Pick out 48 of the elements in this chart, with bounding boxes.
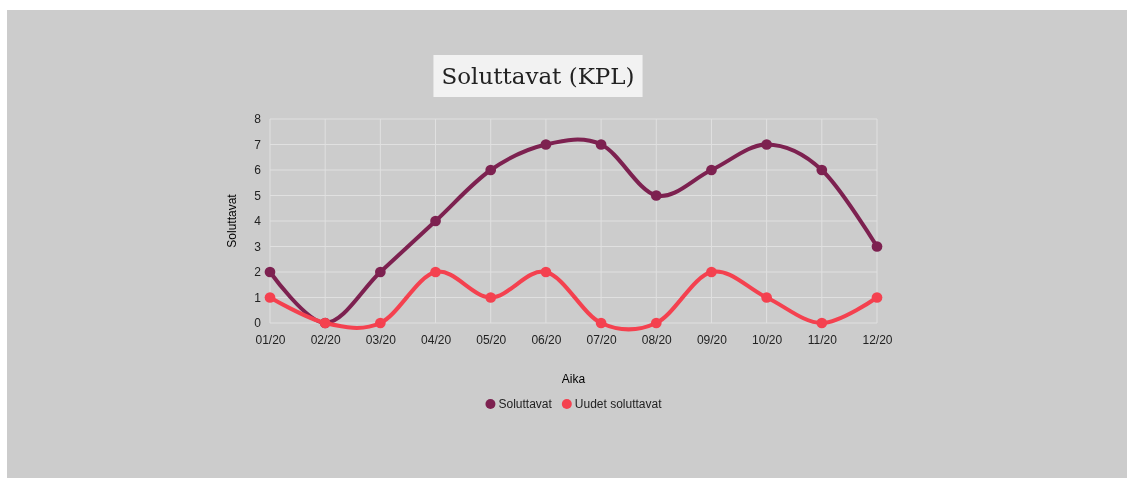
- x-tick-label: 11/20: [807, 332, 838, 347]
- x-axis-title: Aika: [561, 372, 586, 386]
- x-tick-label: 09/20: [696, 332, 728, 347]
- point: [540, 139, 552, 150]
- y-tick-label: 4: [254, 214, 262, 229]
- y-tick-label: 1: [254, 290, 262, 305]
- legend-label: Soluttavat: [498, 397, 553, 411]
- y-tick-label: 7: [254, 137, 262, 152]
- point: [816, 317, 828, 329]
- legend-label: Uudet soluttavat: [574, 397, 663, 411]
- x-tick-label: 06/20: [531, 332, 562, 347]
- chart-title: Soluttavat (KPL): [441, 63, 635, 89]
- y-tick-label: 6: [254, 163, 262, 178]
- point: [485, 292, 497, 303]
- x-tick-label: 05/20: [476, 332, 507, 347]
- point: [761, 292, 772, 303]
- x-tick-label: 01/20: [255, 332, 286, 347]
- x-tick-label: 04/20: [421, 332, 452, 347]
- x-tick-label: 10/20: [752, 332, 783, 347]
- point: [871, 292, 883, 303]
- point: [706, 266, 717, 278]
- point: [485, 164, 497, 176]
- point: [871, 241, 883, 252]
- point: [264, 292, 276, 303]
- x-tick-label: 03/20: [365, 332, 397, 347]
- y-tick-label: 8: [254, 112, 262, 127]
- point: [595, 139, 607, 150]
- point: [430, 215, 441, 227]
- point: [375, 266, 386, 278]
- y-tick-label: 0: [254, 316, 262, 331]
- y-tick-label: 3: [254, 239, 262, 254]
- point: [595, 317, 607, 329]
- point: [816, 164, 828, 176]
- x-tick-label: 12/20: [862, 332, 893, 347]
- y-tick-label: 2: [254, 265, 262, 280]
- y-axis-title: Soluttavat: [225, 193, 239, 248]
- point: [650, 317, 662, 329]
- point: [650, 190, 662, 201]
- x-tick-label: 08/20: [641, 332, 673, 347]
- point: [761, 139, 772, 150]
- point: [540, 266, 552, 278]
- point: [375, 317, 386, 329]
- x-tick-label: 02/20: [310, 332, 342, 347]
- point: [264, 266, 276, 278]
- y-tick-label: 5: [254, 188, 262, 203]
- x-tick-label: 07/20: [586, 332, 617, 347]
- point: [706, 164, 717, 176]
- point: [430, 266, 441, 278]
